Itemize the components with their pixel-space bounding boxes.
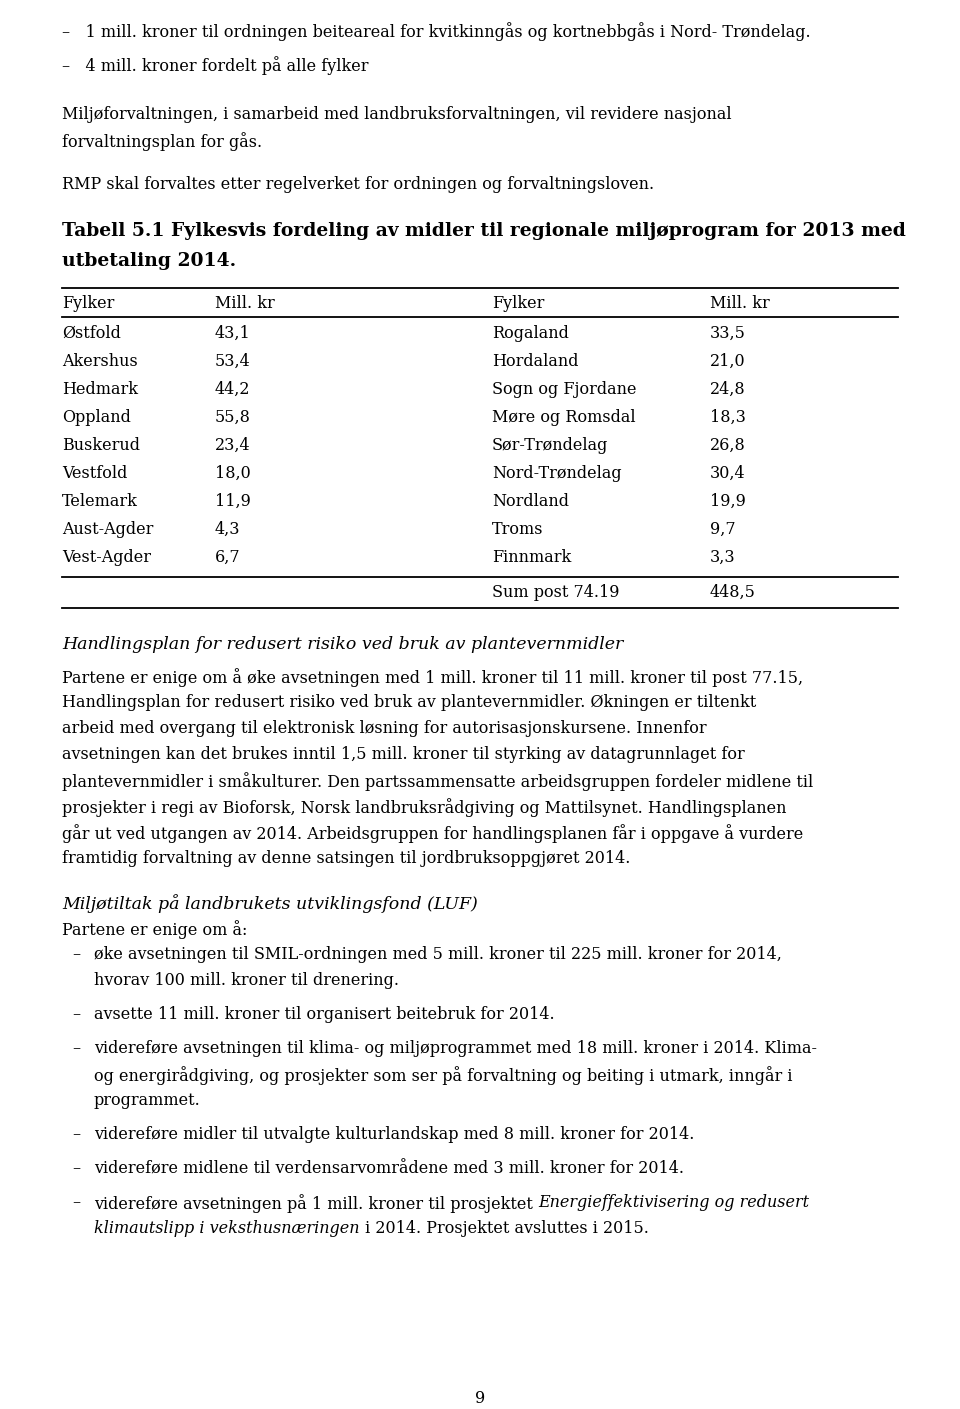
- Text: videreføre midler til utvalgte kulturlandskap med 8 mill. kroner for 2014.: videreføre midler til utvalgte kulturlan…: [94, 1126, 694, 1143]
- Text: Fylker: Fylker: [62, 294, 114, 311]
- Text: plantevernmidler i småkulturer. Den partssammensatte arbeidsgruppen fordeler mid: plantevernmidler i småkulturer. Den part…: [62, 772, 813, 790]
- Text: 33,5: 33,5: [710, 325, 746, 342]
- Text: 23,4: 23,4: [215, 437, 251, 454]
- Text: Akershus: Akershus: [62, 354, 137, 371]
- Text: øke avsetningen til SMIL-ordningen med 5 mill. kroner til 225 mill. kroner for 2: øke avsetningen til SMIL-ordningen med 5…: [94, 945, 781, 962]
- Text: 26,8: 26,8: [710, 437, 746, 454]
- Text: Vestfold: Vestfold: [62, 465, 128, 482]
- Text: 44,2: 44,2: [215, 380, 251, 397]
- Text: 55,8: 55,8: [215, 409, 251, 426]
- Text: videreføre avsetningen til klima- og miljøprogrammet med 18 mill. kroner i 2014.: videreføre avsetningen til klima- og mil…: [94, 1040, 817, 1057]
- Text: Finnmark: Finnmark: [492, 550, 571, 566]
- Text: Partene er enige om å:: Partene er enige om å:: [62, 920, 248, 938]
- Text: arbeid med overgang til elektronisk løsning for autorisasjonskursene. Innenfor: arbeid med overgang til elektronisk løsn…: [62, 720, 707, 737]
- Text: Aust-Agder: Aust-Agder: [62, 521, 154, 538]
- Text: Sør-Trøndelag: Sør-Trøndelag: [492, 437, 609, 454]
- Text: avsetningen kan det brukes inntil 1,5 mill. kroner til styrking av datagrunnlage: avsetningen kan det brukes inntil 1,5 mi…: [62, 745, 745, 764]
- Text: 43,1: 43,1: [215, 325, 251, 342]
- Text: Miljøtiltak på landbrukets utviklingsfond (LUF): Miljøtiltak på landbrukets utviklingsfon…: [62, 893, 478, 913]
- Text: 30,4: 30,4: [710, 465, 746, 482]
- Text: Handlingsplan for redusert risiko ved bruk av plantevernmidler: Handlingsplan for redusert risiko ved br…: [62, 635, 623, 652]
- Text: Hedmark: Hedmark: [62, 380, 138, 397]
- Text: 21,0: 21,0: [710, 354, 746, 371]
- Text: –: –: [72, 1160, 80, 1177]
- Text: Partene er enige om å øke avsetningen med 1 mill. kroner til 11 mill. kroner til: Partene er enige om å øke avsetningen me…: [62, 668, 804, 688]
- Text: Sogn og Fjordane: Sogn og Fjordane: [492, 380, 636, 397]
- Text: Østfold: Østfold: [62, 325, 121, 342]
- Text: –   4 mill. kroner fordelt på alle fylker: – 4 mill. kroner fordelt på alle fylker: [62, 56, 369, 75]
- Text: –: –: [72, 1040, 80, 1057]
- Text: Energieffektivisering og redusert: Energieffektivisering og redusert: [538, 1193, 809, 1210]
- Text: Sum post 74.19: Sum post 74.19: [492, 583, 619, 602]
- Text: 18,0: 18,0: [215, 465, 251, 482]
- Text: Buskerud: Buskerud: [62, 437, 140, 454]
- Text: Hordaland: Hordaland: [492, 354, 579, 371]
- Text: framtidig forvaltning av denne satsingen til jordbruksoppgjøret 2014.: framtidig forvaltning av denne satsingen…: [62, 850, 631, 867]
- Text: RMP skal forvaltes etter regelverket for ordningen og forvaltningsloven.: RMP skal forvaltes etter regelverket for…: [62, 176, 654, 193]
- Text: 4,3: 4,3: [215, 521, 241, 538]
- Text: hvorav 100 mill. kroner til drenering.: hvorav 100 mill. kroner til drenering.: [94, 972, 399, 989]
- Text: 448,5: 448,5: [710, 583, 756, 602]
- Text: –   1 mill. kroner til ordningen beiteareal for kvitkinngås og kortnebbgås i Nor: – 1 mill. kroner til ordningen beitearea…: [62, 23, 810, 41]
- Text: 3,3: 3,3: [710, 550, 735, 566]
- Text: 6,7: 6,7: [215, 550, 241, 566]
- Text: videreføre avsetningen på 1 mill. kroner til prosjektet: videreføre avsetningen på 1 mill. kroner…: [94, 1193, 538, 1213]
- Text: 9,7: 9,7: [710, 521, 735, 538]
- Text: –: –: [72, 1126, 80, 1143]
- Text: 18,3: 18,3: [710, 409, 746, 426]
- Text: –: –: [72, 945, 80, 962]
- Text: går ut ved utgangen av 2014. Arbeidsgruppen for handlingsplanen får i oppgave å : går ut ved utgangen av 2014. Arbeidsgrup…: [62, 824, 804, 843]
- Text: programmet.: programmet.: [94, 1092, 201, 1109]
- Text: videreføre midlene til verdensarvområdene med 3 mill. kroner for 2014.: videreføre midlene til verdensarvområden…: [94, 1160, 684, 1177]
- Text: utbetaling 2014.: utbetaling 2014.: [62, 252, 236, 271]
- Text: Mill. kr: Mill. kr: [215, 294, 275, 311]
- Text: Nord-Trøndelag: Nord-Trøndelag: [492, 465, 622, 482]
- Text: –: –: [72, 1193, 80, 1210]
- Text: 9: 9: [475, 1391, 485, 1408]
- Text: forvaltningsplan for gås.: forvaltningsplan for gås.: [62, 132, 262, 151]
- Text: og energirådgiving, og prosjekter som ser på forvaltning og beiting i utmark, in: og energirådgiving, og prosjekter som se…: [94, 1067, 793, 1085]
- Text: Miljøforvaltningen, i samarbeid med landbruksforvaltningen, vil revidere nasjona: Miljøforvaltningen, i samarbeid med land…: [62, 106, 732, 123]
- Text: Troms: Troms: [492, 521, 543, 538]
- Text: Handlingsplan for redusert risiko ved bruk av plantevernmidler. Økningen er tilt: Handlingsplan for redusert risiko ved br…: [62, 695, 756, 712]
- Text: klimautslipp i veksthusnæringen: klimautslipp i veksthusnæringen: [94, 1220, 359, 1237]
- Text: 19,9: 19,9: [710, 493, 746, 510]
- Text: 11,9: 11,9: [215, 493, 251, 510]
- Text: i 2014. Prosjektet avsluttes i 2015.: i 2014. Prosjektet avsluttes i 2015.: [359, 1220, 648, 1237]
- Text: Telemark: Telemark: [62, 493, 138, 510]
- Text: avsette 11 mill. kroner til organisert beitebruk for 2014.: avsette 11 mill. kroner til organisert b…: [94, 1006, 555, 1023]
- Text: Møre og Romsdal: Møre og Romsdal: [492, 409, 636, 426]
- Text: Tabell 5.1 Fylkesvis fordeling av midler til regionale miljøprogram for 2013 med: Tabell 5.1 Fylkesvis fordeling av midler…: [62, 223, 906, 240]
- Text: Oppland: Oppland: [62, 409, 131, 426]
- Text: Rogaland: Rogaland: [492, 325, 569, 342]
- Text: Vest-Agder: Vest-Agder: [62, 550, 151, 566]
- Text: prosjekter i regi av Bioforsk, Norsk landbruksrådgiving og Mattilsynet. Handling: prosjekter i regi av Bioforsk, Norsk lan…: [62, 797, 786, 817]
- Text: –: –: [72, 1006, 80, 1023]
- Text: Mill. kr: Mill. kr: [710, 294, 770, 311]
- Text: Nordland: Nordland: [492, 493, 569, 510]
- Text: 24,8: 24,8: [710, 380, 746, 397]
- Text: Fylker: Fylker: [492, 294, 544, 311]
- Text: 53,4: 53,4: [215, 354, 251, 371]
